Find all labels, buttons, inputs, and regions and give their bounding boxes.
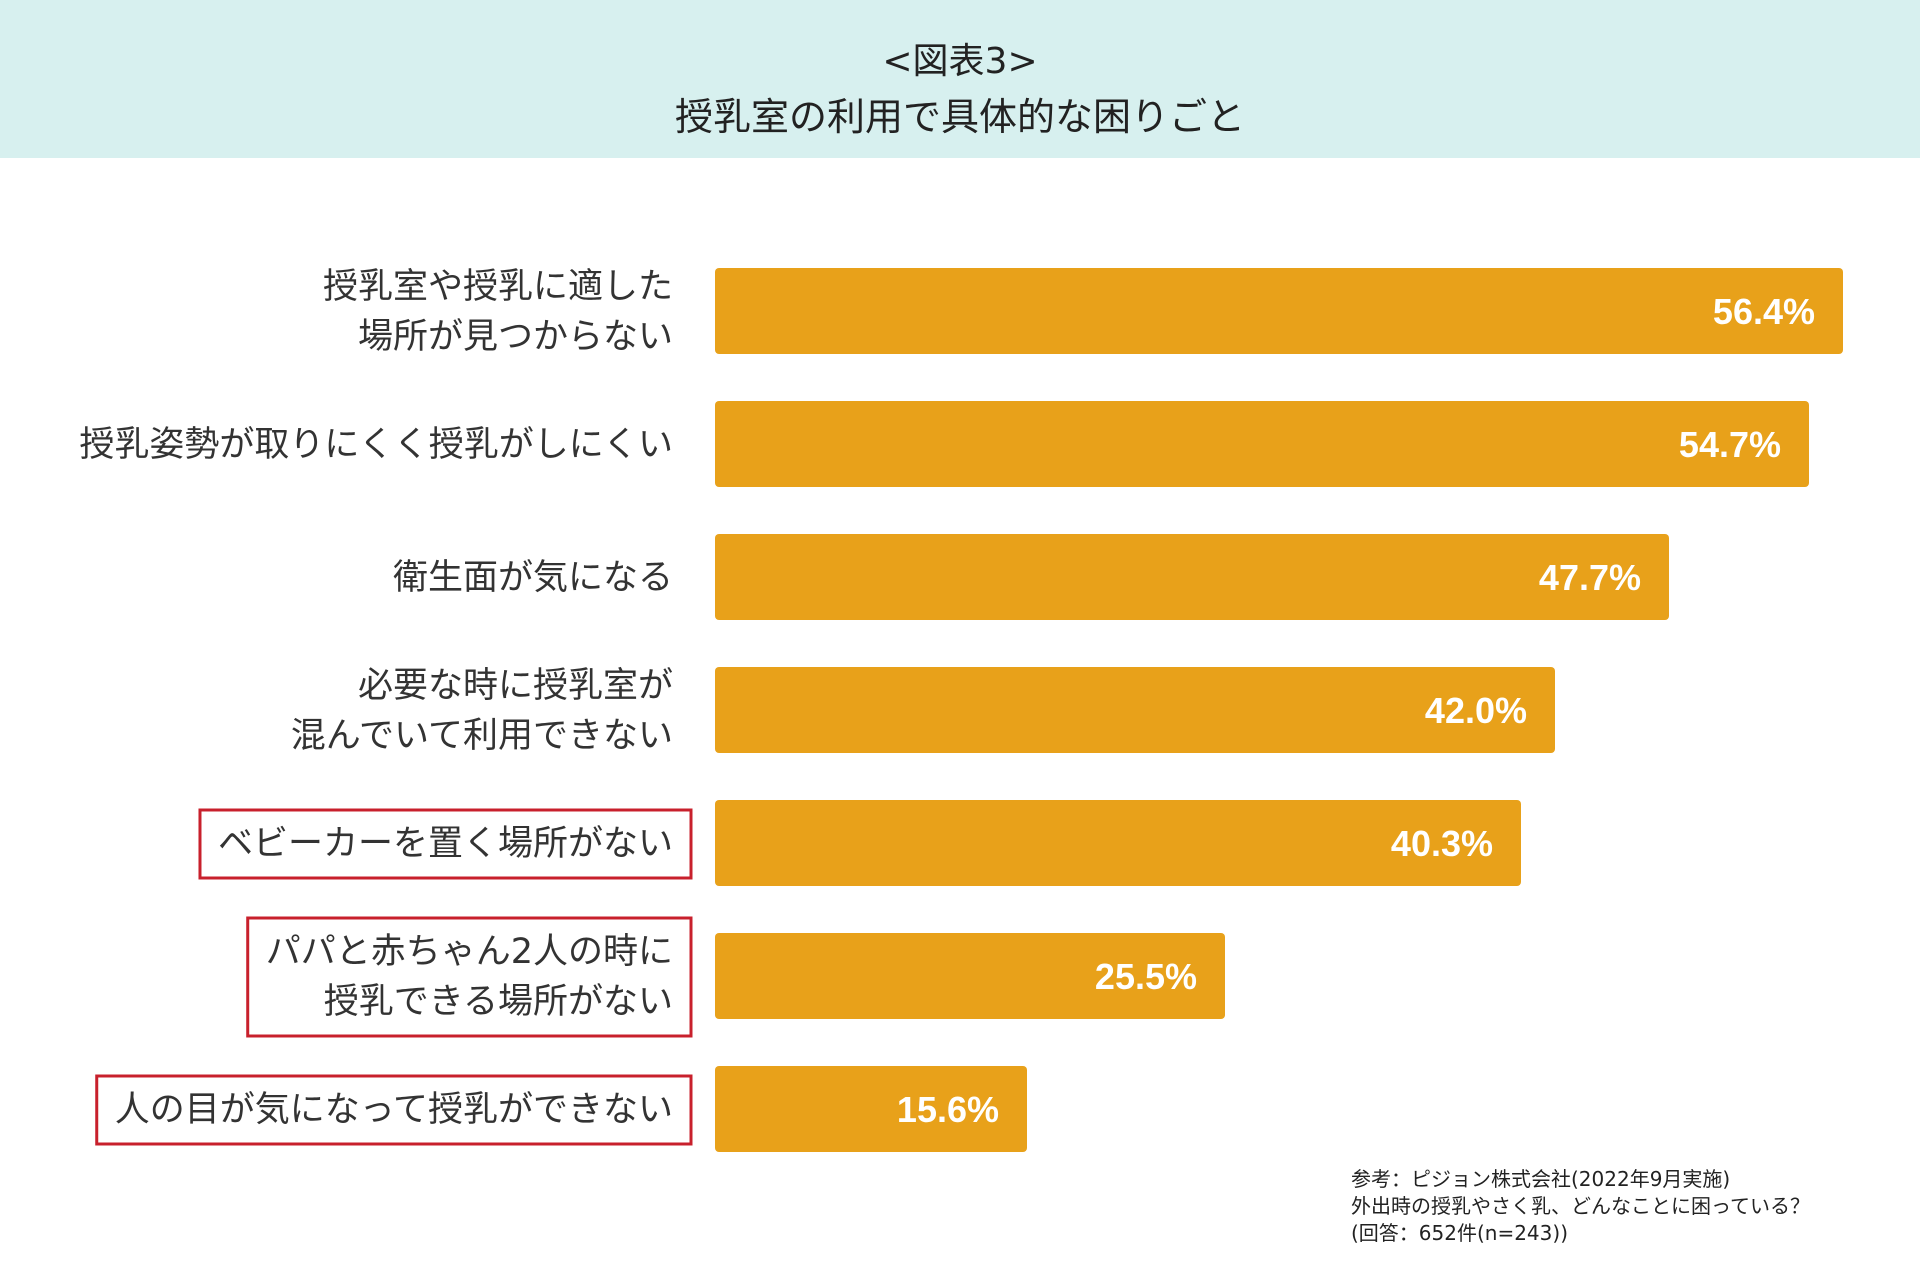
category-label-5-line-0: パパと赤ちゃん2人の時に [266,932,673,972]
category-label-1: 授乳姿勢が取りにくく授乳がしにくい [79,425,673,465]
bar-2 [715,534,1669,620]
header-band: <図表3> 授乳室の利用で具体的な困りごと [0,0,1920,158]
category-label-3-line-1: 混んでいて利用できない [291,716,673,756]
bar-3 [715,667,1555,753]
chart-title: 授乳室の利用で具体的な困りごと [674,95,1245,139]
bar-value-label-1: 54.7% [1679,424,1781,465]
bar-value-label-2: 47.7% [1539,557,1641,598]
highlight-box-5 [246,916,693,1038]
figure-label: <図表3> [882,41,1038,82]
highlight-box-4 [198,808,693,880]
bar-5 [715,933,1225,1019]
category-label-0-line-1: 場所が見つからない [358,317,673,357]
source-line-2: 外出時の授乳やさく乳、どんなことに困っている？ [1351,1194,1810,1218]
bar-4 [715,800,1521,886]
bar-0 [715,268,1843,354]
category-label-5-line-1: 授乳できる場所がない [324,982,673,1022]
source-note: 参考：ピジョン株式会社(2022年9月実施) 外出時の授乳やさく乳、どんなことに… [1351,1166,1810,1247]
source-line-3: (回答：652件(n=243)) [1351,1221,1568,1245]
category-label-0-line-0: 授乳室や授乳に適した [323,267,673,307]
category-label-2-line-0: 衛生面が気になる [393,558,673,598]
source-line-1: 参考：ピジョン株式会社(2022年9月実施) [1351,1167,1731,1191]
bar-1 [715,401,1809,487]
category-label-1-line-0: 授乳姿勢が取りにくく授乳がしにくい [79,425,673,465]
category-label-4-line-0: ベビーカーを置く場所がない [218,824,673,864]
category-label-6: 人の目が気になって授乳ができない [115,1090,673,1130]
bar-value-label-3: 42.0% [1425,690,1527,731]
category-label-6-line-0: 人の目が気になって授乳ができない [115,1090,673,1130]
bar-value-label-6: 15.6% [897,1089,999,1130]
bar-6 [715,1066,1027,1152]
bar-value-label-0: 56.4% [1713,291,1815,332]
highlight-box-6 [95,1074,693,1146]
category-label-2: 衛生面が気になる [393,558,673,598]
bar-value-label-4: 40.3% [1391,823,1493,864]
category-label-3-line-0: 必要な時に授乳室が [358,666,673,706]
bar-value-label-5: 25.5% [1095,956,1197,997]
category-label-4: ベビーカーを置く場所がない [218,824,673,864]
